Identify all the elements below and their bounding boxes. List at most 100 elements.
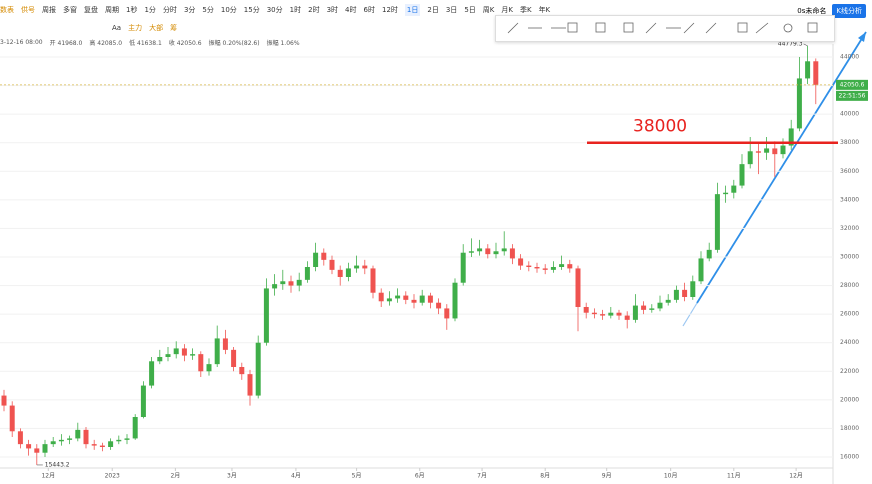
period-item[interactable]: 3时 bbox=[326, 6, 339, 14]
y-tick-label: 38000 bbox=[840, 139, 859, 146]
candle-body bbox=[468, 251, 474, 253]
period-item[interactable]: 3日 bbox=[445, 6, 458, 14]
x-tick-label: 11月 bbox=[727, 473, 741, 480]
candle-body bbox=[501, 248, 507, 252]
candle-body bbox=[222, 338, 228, 350]
y-tick-label: 18000 bbox=[840, 425, 859, 432]
candle-body bbox=[452, 282, 458, 319]
candle-body bbox=[231, 349, 237, 367]
period-item[interactable]: 1秒 bbox=[126, 6, 138, 14]
toolbar-item[interactable]: 供号 bbox=[21, 6, 35, 14]
period-item[interactable]: 12时 bbox=[381, 6, 398, 14]
candle-body bbox=[1, 395, 7, 406]
period-item[interactable]: 月K bbox=[501, 6, 513, 14]
candle-body bbox=[337, 269, 343, 277]
candle-body bbox=[780, 145, 786, 155]
candle-body bbox=[772, 148, 778, 155]
candle-body bbox=[641, 305, 647, 310]
candle-body bbox=[181, 348, 187, 356]
toolbar-item[interactable]: 数表 bbox=[0, 6, 14, 14]
candle-body bbox=[206, 364, 212, 372]
candle-body bbox=[91, 444, 97, 446]
candle-body bbox=[304, 267, 310, 280]
period-item[interactable]: 6时 bbox=[363, 6, 375, 14]
y-tick-label: 24000 bbox=[840, 339, 859, 346]
candle-body bbox=[132, 417, 138, 439]
trend-arrow bbox=[858, 32, 866, 42]
drawing-toolbar bbox=[495, 15, 835, 42]
x-tick-label: 8月 bbox=[540, 473, 550, 480]
y-tick-label: 16000 bbox=[840, 454, 859, 461]
candle-body bbox=[805, 61, 811, 79]
candle-body bbox=[583, 307, 589, 313]
candle-body bbox=[518, 258, 524, 266]
candle-body bbox=[477, 248, 483, 252]
candle-body bbox=[140, 385, 146, 417]
period-item[interactable]: 分时 bbox=[162, 6, 177, 14]
info-item: 振幅 0.20%(82.6) bbox=[208, 40, 260, 47]
period-item[interactable]: 年K bbox=[538, 6, 551, 14]
candle-body bbox=[698, 258, 704, 282]
period-item[interactable]: 2日 bbox=[427, 6, 439, 14]
candle-body bbox=[714, 194, 720, 250]
sub-item[interactable]: 筹 bbox=[170, 24, 178, 32]
toolbar-item[interactable]: 多窗 bbox=[63, 6, 77, 14]
candle-body bbox=[682, 289, 688, 297]
candle-body bbox=[321, 252, 327, 260]
y-tick-label: 36000 bbox=[840, 168, 859, 175]
period-item[interactable]: 10分 bbox=[220, 6, 237, 14]
toolbar-item[interactable]: 周期 bbox=[105, 6, 119, 14]
candle-body bbox=[99, 445, 105, 447]
candle-body bbox=[673, 289, 679, 300]
info-item: 振幅 1.06% bbox=[266, 40, 300, 47]
period-item[interactable]: 4时 bbox=[345, 6, 357, 14]
candle-body bbox=[17, 431, 23, 445]
sub-item[interactable]: 大部 bbox=[149, 24, 164, 32]
candle-body bbox=[509, 248, 515, 259]
drawing-icons bbox=[507, 22, 818, 34]
sub-item[interactable]: Aa bbox=[112, 24, 122, 32]
period-item[interactable]: 30分 bbox=[266, 6, 283, 14]
period-item[interactable]: 3分 bbox=[183, 6, 196, 14]
toolbar-item[interactable]: 0s bbox=[797, 7, 806, 15]
candle-body bbox=[263, 288, 269, 343]
period-item[interactable]: 1时 bbox=[289, 6, 302, 14]
toolbar-item[interactable]: 复盘 bbox=[84, 6, 98, 14]
candle-body bbox=[436, 302, 442, 309]
y-tick-label: 34000 bbox=[840, 196, 859, 203]
period-item[interactable]: 1日 bbox=[404, 4, 421, 16]
info-item: 开 41968.0 bbox=[49, 40, 83, 47]
period-item[interactable]: 5分 bbox=[202, 6, 214, 14]
sub-item[interactable]: 主力 bbox=[128, 24, 143, 32]
trend-line bbox=[696, 31, 867, 304]
period-item[interactable]: 15分 bbox=[243, 6, 260, 14]
candle-body bbox=[288, 281, 294, 286]
candle-body bbox=[247, 374, 253, 396]
last-price-label: 42050.6 bbox=[840, 81, 865, 88]
period-item[interactable]: 周K bbox=[482, 6, 495, 14]
period-item[interactable]: 季K bbox=[519, 6, 532, 14]
high-pointer bbox=[803, 43, 808, 47]
candle-body bbox=[411, 299, 417, 303]
candle-body bbox=[124, 438, 130, 440]
candle-body bbox=[42, 444, 48, 453]
y-tick-label: 32000 bbox=[840, 225, 859, 232]
toolbar-item[interactable]: 未命名 bbox=[805, 7, 827, 15]
candle-body bbox=[796, 78, 802, 129]
candle-body bbox=[723, 192, 729, 195]
level-label: 38000 bbox=[633, 117, 687, 137]
period-item[interactable]: 1分 bbox=[144, 6, 156, 14]
candle-body bbox=[345, 268, 351, 277]
candle-body bbox=[493, 251, 499, 255]
analysis-button[interactable]: K线分析 bbox=[832, 4, 866, 18]
candle-body bbox=[559, 264, 565, 267]
top-toolbar: 数表 供号 周报 多窗 复盘 周期 1秒 1分 分时 3分 5分 10分 15分 30分 1时 2时 3时 4时 6… bbox=[0, 0, 872, 20]
toolbar-item[interactable]: 周报 bbox=[42, 6, 56, 14]
candle-body bbox=[370, 268, 376, 293]
x-tick-label: 3月 bbox=[227, 473, 237, 480]
period-item[interactable]: 5日 bbox=[464, 6, 476, 14]
info-item: 收 42050.6 bbox=[168, 40, 202, 47]
period-item[interactable]: 2时 bbox=[308, 6, 320, 14]
candle-body bbox=[116, 439, 122, 442]
